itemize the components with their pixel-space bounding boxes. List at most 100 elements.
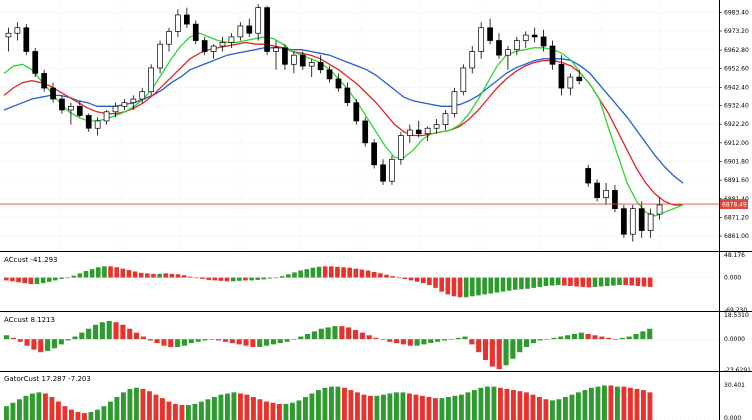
histogram-bar <box>332 326 338 340</box>
histogram-bar <box>153 394 159 420</box>
histogram-bar <box>381 394 386 420</box>
candle-body <box>371 142 377 166</box>
histogram-bar <box>43 393 48 420</box>
histogram-bar <box>318 328 324 340</box>
histogram-bar <box>612 339 619 340</box>
histogram-bar <box>433 277 438 288</box>
histogram-bar <box>586 277 592 288</box>
histogram-bar <box>40 277 46 284</box>
histogram-bar <box>641 277 647 287</box>
histogram-bar <box>359 269 365 278</box>
histogram-bar <box>264 401 269 420</box>
candle-body <box>85 115 92 129</box>
price-tick-label: 6891.60 <box>724 177 749 184</box>
histogram-bar <box>45 339 51 351</box>
histogram-bar <box>647 392 653 420</box>
candle-body <box>246 25 253 34</box>
histogram-bar <box>79 332 85 340</box>
candle-body <box>513 40 520 51</box>
histogram-bar <box>394 392 399 420</box>
histogram-bar <box>212 277 218 281</box>
histogram-bar <box>544 339 550 340</box>
candle-body <box>478 27 485 52</box>
candle-body <box>23 27 30 52</box>
histogram-bar <box>59 277 64 279</box>
histogram-bar <box>181 339 188 346</box>
candle-body <box>41 73 47 89</box>
candle-body <box>103 111 110 122</box>
ac-pane-1[interactable]: ACcust -41.293 <box>0 256 719 298</box>
histogram-bar <box>384 274 389 278</box>
histogram-bar <box>325 327 331 340</box>
histogram-bar <box>446 396 451 420</box>
histogram-bar <box>75 411 81 420</box>
histogram-bar <box>543 399 549 420</box>
histogram-bar <box>511 390 516 420</box>
histogram-bar <box>329 266 334 278</box>
histogram-bar <box>175 274 181 278</box>
candle-body <box>326 69 333 80</box>
histogram-bar <box>218 277 224 281</box>
green-moving-average-line <box>3 32 684 217</box>
histogram-bar <box>322 387 328 420</box>
histogram-bar <box>255 277 261 280</box>
histogram-bar <box>147 391 152 420</box>
ac-pane-2[interactable]: ACcust 8.1213 <box>0 316 719 370</box>
histogram-bar <box>394 339 400 344</box>
histogram-bar <box>16 277 21 283</box>
candle-body <box>558 63 565 89</box>
candle-body <box>585 168 592 184</box>
histogram-bar <box>179 405 185 420</box>
histogram-bar <box>608 385 614 420</box>
histogram-bar <box>305 333 311 340</box>
histogram-bar <box>65 277 70 279</box>
histogram-bar <box>476 339 482 353</box>
histogram-bar <box>283 403 289 420</box>
histogram-bar <box>615 386 620 420</box>
candle-body <box>264 7 270 52</box>
histogram-bar <box>482 277 487 295</box>
histogram-bar <box>270 402 276 420</box>
candle-body <box>5 32 12 38</box>
histogram-bar <box>195 339 201 342</box>
candle-body <box>299 54 306 67</box>
histogram-bar <box>28 277 34 285</box>
histogram-bar <box>602 385 607 420</box>
histogram-bar <box>88 411 94 420</box>
histogram-bar <box>551 337 557 340</box>
candle-body <box>121 102 128 107</box>
histogram-bar <box>414 339 420 346</box>
candle-body <box>549 45 556 65</box>
histogram-bar <box>549 277 555 286</box>
histogram-bar <box>628 387 633 420</box>
candle-body <box>14 27 21 34</box>
gator-pane[interactable]: GatorCust 17.287 -7.203 <box>0 375 719 420</box>
histogram-bar <box>173 403 178 420</box>
histogram-bar <box>485 386 490 420</box>
histogram-bar <box>452 395 458 420</box>
main-price-pane[interactable] <box>0 0 719 251</box>
histogram-bar <box>238 393 243 420</box>
histogram-bar <box>537 396 542 420</box>
histogram-bar <box>46 277 52 282</box>
candle-body <box>112 105 119 113</box>
histogram-bar <box>310 267 316 278</box>
histogram-bar <box>10 337 16 340</box>
histogram-bar <box>34 277 40 285</box>
histogram-bar <box>62 406 68 420</box>
histogram-bar <box>82 413 87 420</box>
histogram-bar <box>476 277 481 296</box>
indicator-tick-label: 0.0000 <box>724 336 745 343</box>
histogram-bar <box>279 276 285 278</box>
histogram-bar <box>634 388 640 420</box>
histogram-bar <box>200 277 205 279</box>
histogram-bar <box>347 267 352 278</box>
price-tick-label: 6871.20 <box>724 214 749 221</box>
histogram-bar <box>249 277 254 281</box>
histogram-bar <box>531 277 536 288</box>
histogram-bar <box>589 387 594 420</box>
histogram-bar <box>250 339 256 348</box>
histogram-bar <box>17 399 22 420</box>
histogram-bar <box>72 336 78 340</box>
